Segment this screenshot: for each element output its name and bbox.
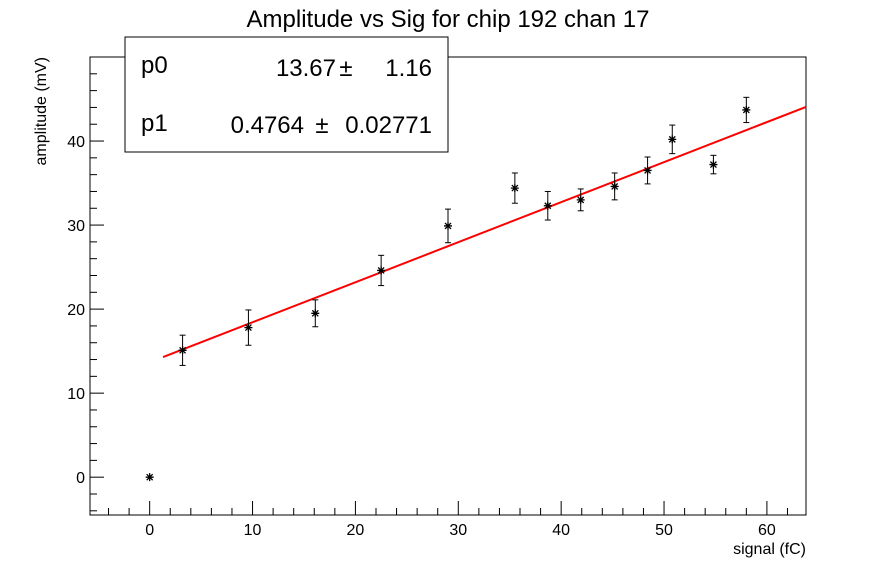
fit-param-p0-pm: ± [339, 55, 352, 82]
star-marker [145, 473, 154, 482]
x-tick-label: 10 [244, 522, 262, 539]
star-marker [377, 266, 386, 275]
y-axis-label: amplitude (mV) [33, 57, 50, 165]
fit-param-p0-value: 13.67 [276, 55, 336, 82]
data-point [709, 154, 718, 175]
data-point [610, 172, 619, 201]
data-point [742, 96, 751, 124]
fit-param-p0-error: 1.16 [385, 55, 432, 82]
star-marker [444, 221, 452, 230]
star-marker [668, 135, 677, 144]
data-point [668, 124, 677, 155]
star-marker [709, 160, 718, 169]
y-tick-label: 20 [67, 302, 85, 319]
fit-line [162, 105, 807, 359]
x-tick-label: 60 [758, 522, 776, 539]
data-point [543, 190, 552, 221]
x-tick-label: 30 [449, 522, 467, 539]
star-marker [610, 182, 619, 191]
star-marker [576, 195, 585, 204]
chart-title: Amplitude vs Sig for chip 192 chan 17 [247, 6, 650, 33]
x-tick-label: 0 [145, 522, 154, 539]
data-point [643, 156, 652, 185]
x-axis: 0 10 20 30 40 50 60 [108, 501, 788, 539]
data-point [145, 473, 154, 482]
star-marker [510, 184, 519, 193]
x-tick-label: 20 [347, 522, 365, 539]
fit-param-p1-value: 0.4764 [231, 112, 304, 139]
y-tick-label: 40 [67, 134, 85, 151]
data-point [377, 254, 386, 287]
y-tick-label: 30 [67, 218, 85, 235]
data-point [244, 309, 253, 346]
fit-parameters-frame [124, 36, 449, 153]
star-marker [742, 105, 751, 114]
data-point [510, 172, 519, 204]
data-point [311, 299, 320, 328]
x-tick-label: 40 [552, 522, 570, 539]
fit-param-p1-pm: ± [315, 112, 328, 139]
y-axis: 0 10 20 30 40 [67, 56, 104, 512]
fit-param-p1-name: p1 [141, 110, 168, 137]
x-axis-label: signal (fC) [733, 541, 806, 558]
data-point [178, 334, 187, 366]
star-marker [178, 346, 187, 355]
y-tick-label: 0 [76, 470, 85, 487]
fit-param-p1-error: 0.02771 [345, 112, 432, 139]
data-point [444, 208, 452, 244]
fit-parameters-box: p0 13.67 ± 1.16 p1 0.4764 ± 0.02771 [124, 36, 449, 153]
y-tick-label: 10 [67, 386, 85, 403]
fit-layer [162, 105, 807, 359]
star-marker [244, 323, 253, 332]
star-marker [643, 166, 652, 175]
star-marker [311, 309, 320, 318]
data-points-layer [145, 96, 751, 482]
data-point [576, 188, 585, 212]
star-marker [543, 201, 552, 210]
x-tick-label: 50 [655, 522, 673, 539]
fit-param-p0-name: p0 [141, 52, 168, 79]
